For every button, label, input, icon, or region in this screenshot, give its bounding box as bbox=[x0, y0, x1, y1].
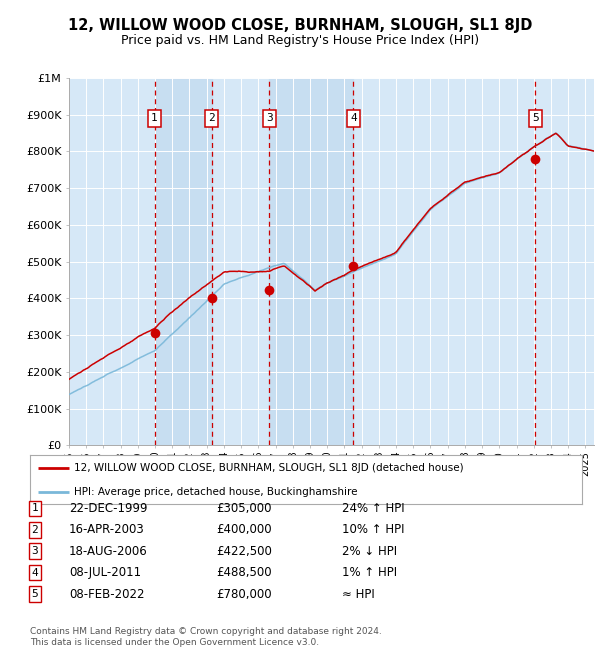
Bar bbox=[155, 78, 212, 445]
Text: 10% ↑ HPI: 10% ↑ HPI bbox=[342, 523, 404, 536]
Text: 4: 4 bbox=[350, 113, 357, 124]
Text: 5: 5 bbox=[31, 589, 38, 599]
Text: HPI: Average price, detached house, Buckinghamshire: HPI: Average price, detached house, Buck… bbox=[74, 487, 358, 497]
Text: 4: 4 bbox=[31, 567, 38, 578]
Text: 2% ↓ HPI: 2% ↓ HPI bbox=[342, 545, 397, 558]
Bar bbox=[269, 78, 353, 445]
Text: 12, WILLOW WOOD CLOSE, BURNHAM, SLOUGH, SL1 8JD (detached house): 12, WILLOW WOOD CLOSE, BURNHAM, SLOUGH, … bbox=[74, 463, 464, 473]
Text: 18-AUG-2006: 18-AUG-2006 bbox=[69, 545, 148, 558]
Text: £488,500: £488,500 bbox=[216, 566, 272, 579]
Text: 24% ↑ HPI: 24% ↑ HPI bbox=[342, 502, 404, 515]
Text: 16-APR-2003: 16-APR-2003 bbox=[69, 523, 145, 536]
Text: £780,000: £780,000 bbox=[216, 588, 272, 601]
Text: 08-FEB-2022: 08-FEB-2022 bbox=[69, 588, 145, 601]
Text: 2: 2 bbox=[31, 525, 38, 535]
Text: 1% ↑ HPI: 1% ↑ HPI bbox=[342, 566, 397, 579]
Text: 5: 5 bbox=[532, 113, 539, 124]
Text: 2: 2 bbox=[208, 113, 215, 124]
Text: 1: 1 bbox=[151, 113, 158, 124]
Text: £400,000: £400,000 bbox=[216, 523, 272, 536]
Text: ≈ HPI: ≈ HPI bbox=[342, 588, 375, 601]
Text: 3: 3 bbox=[266, 113, 272, 124]
Text: 22-DEC-1999: 22-DEC-1999 bbox=[69, 502, 148, 515]
Text: 3: 3 bbox=[31, 546, 38, 556]
Text: 1: 1 bbox=[31, 503, 38, 514]
Text: £305,000: £305,000 bbox=[216, 502, 271, 515]
Text: Price paid vs. HM Land Registry's House Price Index (HPI): Price paid vs. HM Land Registry's House … bbox=[121, 34, 479, 47]
Text: 12, WILLOW WOOD CLOSE, BURNHAM, SLOUGH, SL1 8JD: 12, WILLOW WOOD CLOSE, BURNHAM, SLOUGH, … bbox=[68, 18, 532, 33]
Text: £422,500: £422,500 bbox=[216, 545, 272, 558]
Text: 08-JUL-2011: 08-JUL-2011 bbox=[69, 566, 141, 579]
Text: Contains HM Land Registry data © Crown copyright and database right 2024.
This d: Contains HM Land Registry data © Crown c… bbox=[30, 627, 382, 647]
